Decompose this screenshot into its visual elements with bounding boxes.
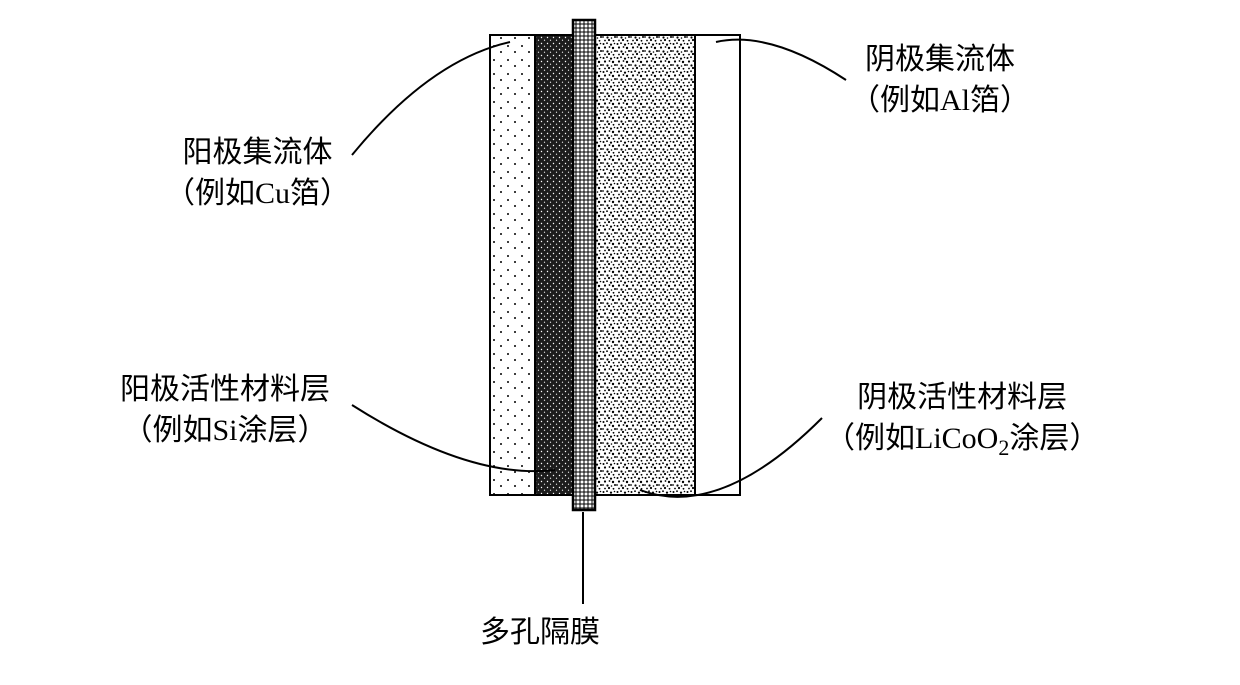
label-anode-active-line2: （例如Si涂层） [120, 411, 330, 452]
cathode-active-layer [595, 35, 695, 495]
anode-active-layer [535, 35, 575, 495]
label-anode-active: 阳极活性材料层 （例如Si涂层） [120, 370, 330, 451]
label-cathode-collector: 阴极集流体 （例如Al箔） [850, 40, 1030, 121]
leader-anode-collector [352, 42, 510, 155]
label-separator-line1: 多孔隔膜 [480, 616, 600, 649]
cathode-collector-layer [695, 35, 740, 495]
leader-cathode-collector [716, 40, 846, 80]
label-cathode-active-line2: （例如LiCoO2涂层） [825, 419, 1099, 463]
label-cathode-collector-line1: 阴极集流体 [850, 40, 1030, 81]
leader-anode-active [352, 405, 555, 471]
anode-collector-layer [490, 35, 535, 495]
label-anode-collector-line1: 阳极集流体 [165, 133, 350, 174]
label-anode-collector: 阳极集流体 （例如Cu箔） [165, 133, 350, 214]
separator-layer [573, 20, 595, 510]
label-separator: 多孔隔膜 [480, 613, 600, 654]
label-cathode-active: 阴极活性材料层 （例如LiCoO2涂层） [825, 378, 1099, 462]
label-cathode-active-line1: 阴极活性材料层 [825, 378, 1099, 419]
label-cathode-collector-line2: （例如Al箔） [850, 81, 1030, 122]
label-anode-collector-line2: （例如Cu箔） [165, 174, 350, 215]
leader-cathode-active [640, 418, 822, 497]
battery-cross-section-diagram [0, 0, 1240, 685]
label-anode-active-line1: 阳极活性材料层 [120, 370, 330, 411]
